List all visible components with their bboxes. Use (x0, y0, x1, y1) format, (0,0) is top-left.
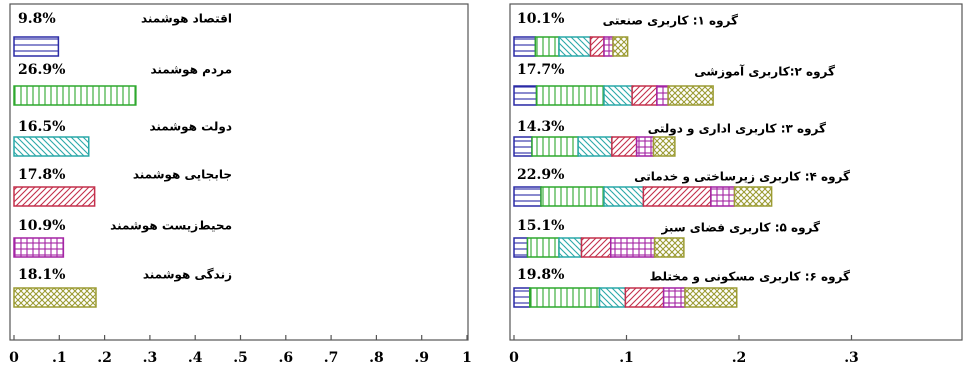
category-label: گروه ۶: کاربری مسکونی و مختلط (650, 270, 850, 285)
bar-segment (529, 287, 601, 308)
x-tick-label: .1 (619, 350, 634, 366)
bar-segment (531, 136, 579, 157)
x-tick-label: .2 (97, 350, 112, 366)
bar-segment (610, 237, 656, 258)
bar (13, 186, 96, 207)
bar-segment (652, 136, 676, 157)
value-label: 26.9% (18, 62, 65, 78)
category-label: گروه ۴: کاربری زیرساختی و خدماتی (634, 170, 850, 185)
category-label: زندگی هوشمند (143, 268, 232, 283)
value-label: 18.1% (18, 267, 65, 283)
value-label: 17.8% (18, 167, 65, 183)
x-tick-label: .4 (188, 350, 203, 366)
bar-segment (513, 237, 529, 258)
category-label: گروه ۳: کاربری اداری و دولتی (648, 122, 826, 137)
left-frame (9, 3, 469, 341)
bar-segment (624, 287, 665, 308)
bar-segment (540, 186, 605, 207)
bar-segment (603, 36, 614, 57)
bar-segment (513, 186, 542, 207)
x-tick-label: .6 (278, 350, 293, 366)
total-label: 14.3% (517, 119, 564, 135)
category-label: دولت هوشمند (149, 120, 232, 135)
bar (13, 287, 97, 308)
bar-segment (733, 186, 773, 207)
bar-segment (667, 85, 714, 106)
bar-segment (513, 85, 538, 106)
bar (13, 85, 137, 106)
x-tick-label: .9 (414, 350, 429, 366)
bar-segment (603, 85, 633, 106)
bar-segment (710, 186, 736, 207)
bar-segment (603, 186, 645, 207)
bar-segment (631, 85, 658, 106)
bar (13, 36, 60, 57)
category-label: اقتصاد هوشمند (141, 12, 232, 27)
bar-segment (662, 287, 686, 308)
category-label: گروه ۲:کاربری آموزشی (694, 64, 835, 80)
bar-segment (535, 85, 605, 106)
bar-segment (684, 287, 738, 308)
bar-segment (526, 237, 560, 258)
bar-segment (598, 287, 627, 308)
category-label: محیط‌زیست هوشمند (110, 219, 232, 234)
bar-segment (513, 136, 533, 157)
bar-segment (656, 85, 669, 106)
right-frame (509, 3, 963, 341)
bar-segment (653, 237, 685, 258)
total-label: 17.7% (517, 62, 564, 78)
bar-segment (558, 237, 583, 258)
bar-segment (580, 237, 612, 258)
bar-segment (513, 287, 531, 308)
bar-segment (558, 36, 592, 57)
bar-segment (642, 186, 712, 207)
bar (13, 237, 65, 258)
value-label: 16.5% (18, 119, 65, 135)
value-label: 9.8% (18, 11, 56, 27)
total-label: 19.8% (517, 267, 564, 283)
x-tick-label: 0 (9, 350, 19, 366)
x-tick-label: .7 (324, 350, 339, 366)
bar-segment (589, 36, 605, 57)
bar (13, 136, 90, 157)
category-label: گروه ۵: کاربری فضای سبز (660, 221, 820, 236)
category-label: مردم هوشمند (150, 63, 232, 78)
x-tick-label: .8 (369, 350, 384, 366)
x-tick-label: 0 (509, 350, 519, 366)
total-label: 15.1% (517, 218, 564, 234)
x-tick-label: .1 (52, 350, 67, 366)
x-tick-label: .2 (732, 350, 747, 366)
bar-segment (612, 36, 629, 57)
total-label: 22.9% (517, 167, 564, 183)
total-label: 10.1% (517, 11, 564, 27)
x-tick-label: 1 (462, 350, 472, 366)
category-label: جابجایی هوشمند (133, 168, 232, 183)
bar-segment (534, 36, 560, 57)
bar-segment (635, 136, 655, 157)
bar-segment (577, 136, 613, 157)
x-tick-label: .3 (143, 350, 158, 366)
x-tick-label: .3 (844, 350, 859, 366)
value-label: 10.9% (18, 218, 65, 234)
bar-segment (513, 36, 537, 57)
category-label: گروه ۱: کاربری صنعتی (603, 14, 738, 29)
bar-segment (611, 136, 638, 157)
x-tick-label: .5 (233, 350, 248, 366)
